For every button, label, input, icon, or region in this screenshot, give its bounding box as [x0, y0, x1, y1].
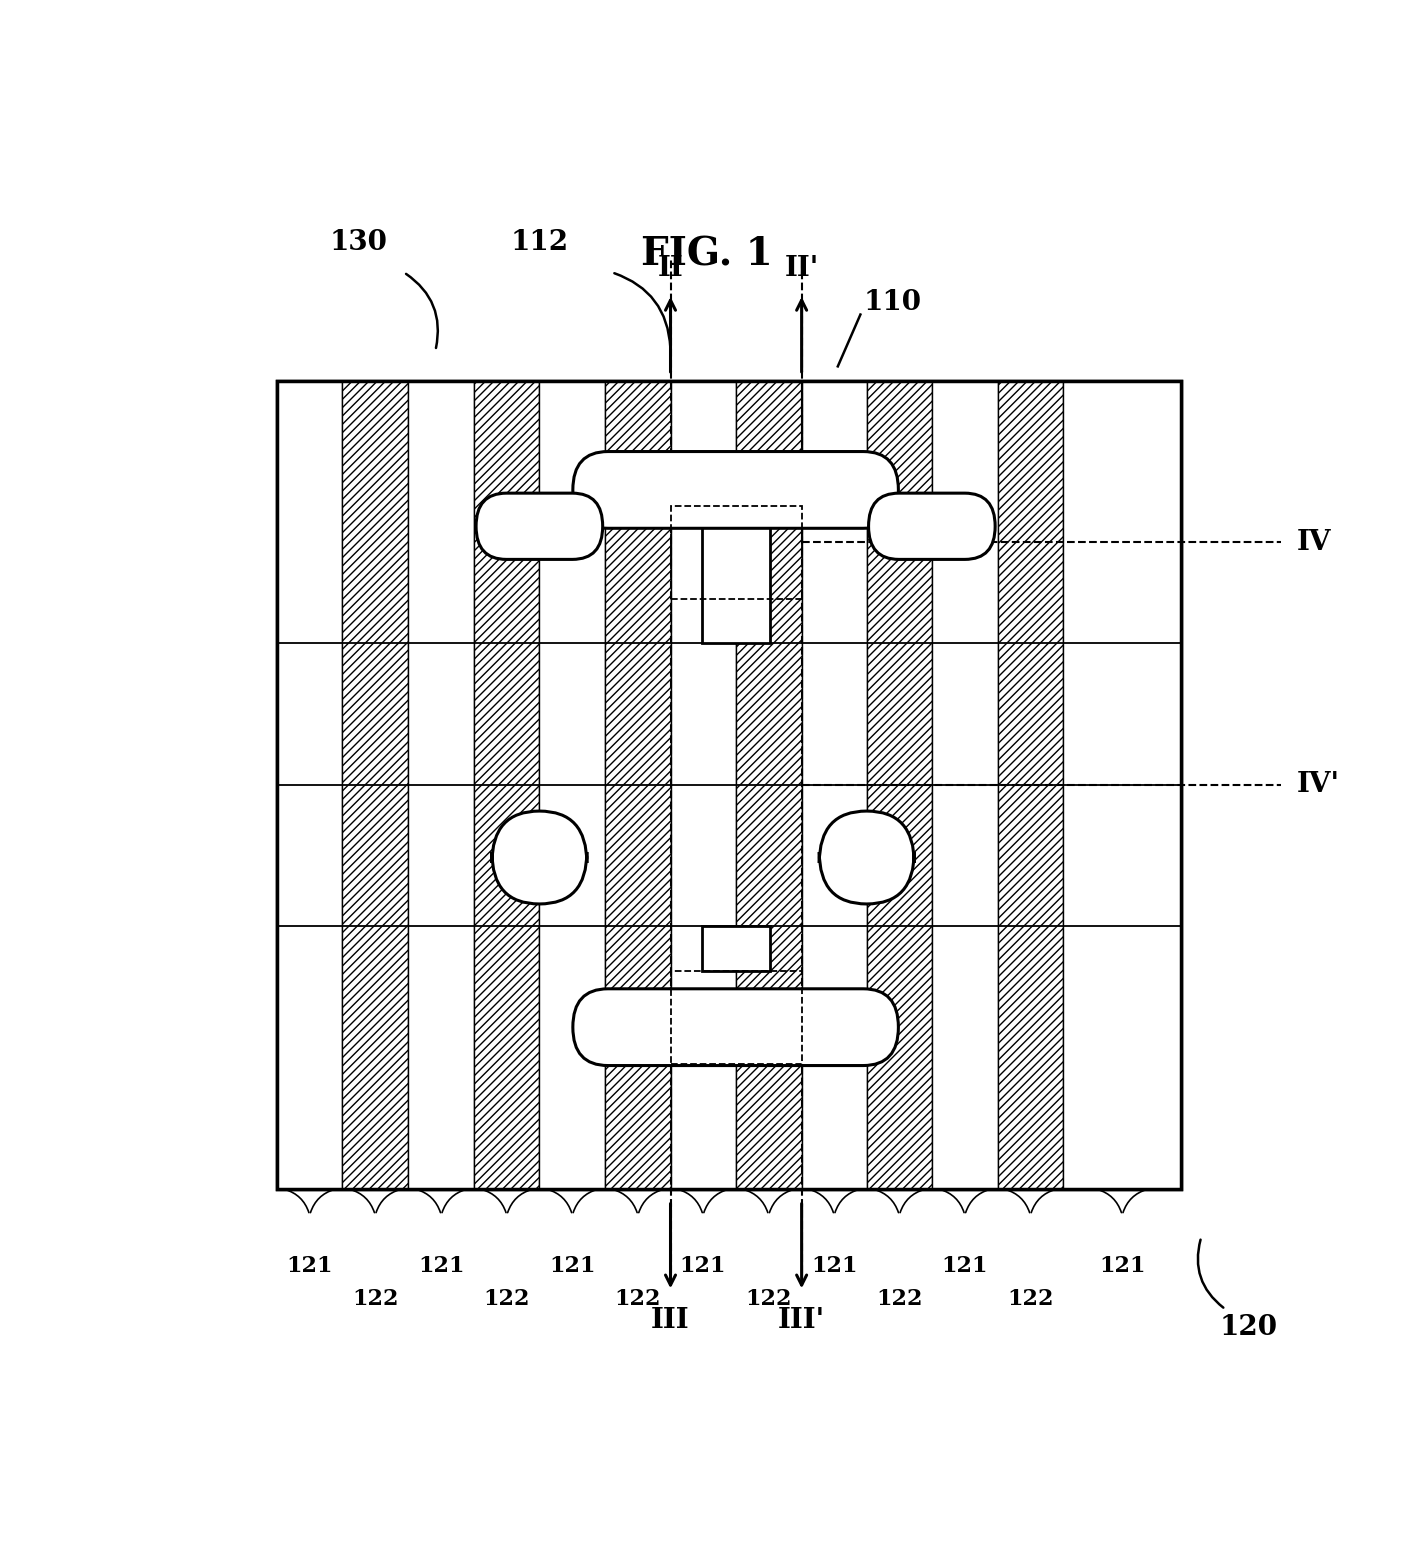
Bar — [998, 381, 1063, 1189]
Text: 122: 122 — [615, 1287, 662, 1309]
Text: 122: 122 — [351, 1287, 398, 1309]
Bar — [670, 381, 736, 1189]
Text: 121: 121 — [811, 1254, 858, 1276]
FancyBboxPatch shape — [477, 493, 603, 559]
Bar — [867, 381, 932, 1189]
FancyBboxPatch shape — [573, 451, 898, 528]
Bar — [408, 381, 474, 1189]
Text: 112: 112 — [511, 229, 568, 255]
Bar — [736, 381, 801, 1189]
FancyBboxPatch shape — [573, 988, 898, 1065]
Bar — [277, 381, 343, 1189]
Text: 121: 121 — [942, 1254, 988, 1276]
Bar — [702, 926, 770, 971]
Text: II: II — [657, 255, 683, 282]
Text: III: III — [652, 1308, 690, 1334]
Bar — [539, 381, 605, 1189]
Bar — [277, 381, 1181, 1189]
Text: 120: 120 — [1220, 1314, 1278, 1340]
Text: 121: 121 — [680, 1254, 726, 1276]
Bar — [670, 506, 801, 598]
Text: 122: 122 — [484, 1287, 531, 1309]
Text: 122: 122 — [746, 1287, 791, 1309]
Bar — [702, 526, 770, 644]
Text: IV: IV — [1298, 529, 1332, 556]
Text: 121: 121 — [549, 1254, 596, 1276]
Text: 121: 121 — [286, 1254, 333, 1276]
Text: 130: 130 — [330, 229, 387, 255]
Bar — [605, 381, 670, 1189]
Bar — [474, 381, 539, 1189]
Text: 122: 122 — [1007, 1287, 1053, 1309]
Bar — [932, 381, 998, 1189]
Text: III': III' — [778, 1308, 825, 1334]
Bar — [801, 381, 867, 1189]
FancyBboxPatch shape — [820, 811, 914, 904]
Bar — [343, 381, 408, 1189]
Text: FIG. 1: FIG. 1 — [642, 235, 773, 272]
Text: 122: 122 — [877, 1287, 922, 1309]
Bar — [1063, 381, 1181, 1189]
Text: 121: 121 — [418, 1254, 464, 1276]
Text: 110: 110 — [864, 290, 921, 316]
Text: II': II' — [784, 255, 818, 282]
FancyBboxPatch shape — [492, 811, 586, 904]
Bar — [670, 971, 801, 1063]
Text: 121: 121 — [1099, 1254, 1146, 1276]
FancyBboxPatch shape — [868, 493, 995, 559]
Text: IV': IV' — [1298, 772, 1340, 799]
Bar — [277, 381, 1181, 1189]
